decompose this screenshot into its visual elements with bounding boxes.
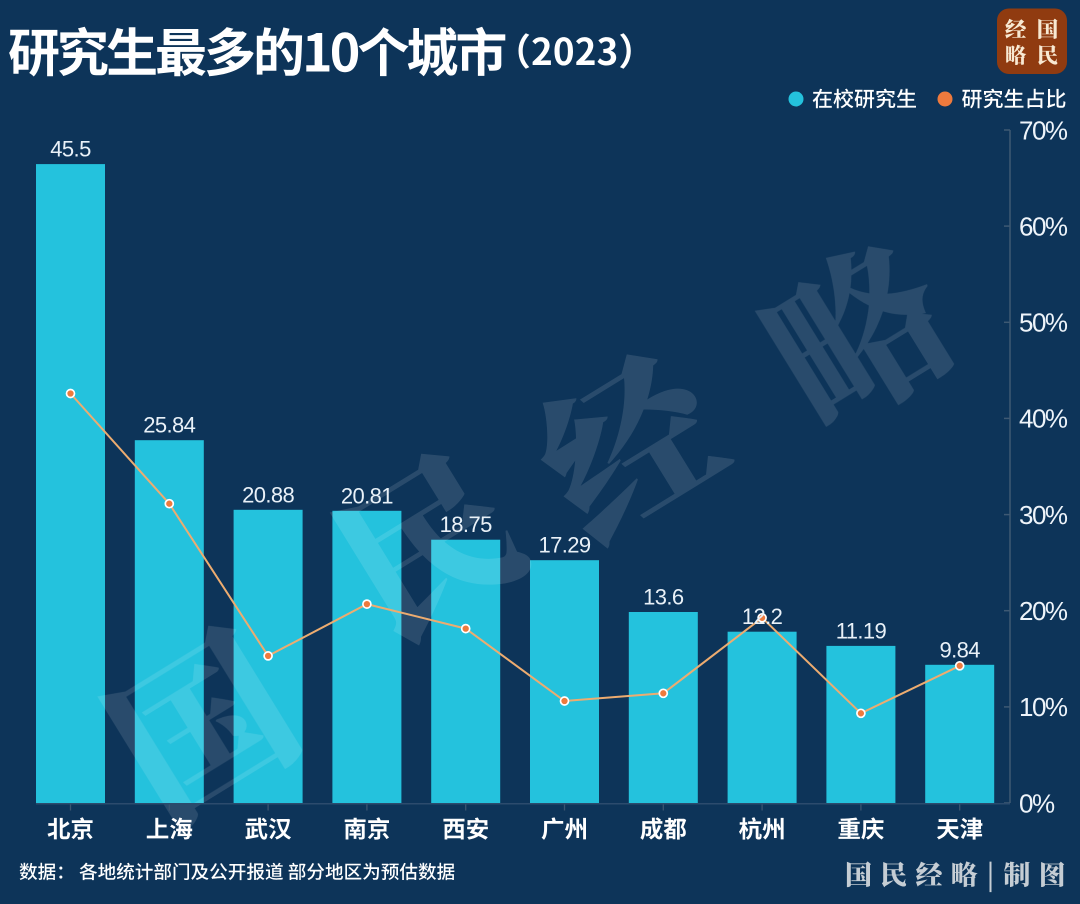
svg-text:45.5: 45.5 (50, 137, 91, 162)
svg-text:20.88: 20.88 (242, 482, 294, 507)
svg-text:0%: 0% (1019, 788, 1055, 818)
svg-text:9.84: 9.84 (939, 637, 980, 662)
svg-text:60%: 60% (1019, 211, 1068, 241)
svg-text:40%: 40% (1019, 404, 1068, 434)
svg-text:25.84: 25.84 (143, 413, 195, 438)
svg-text:10%: 10% (1019, 692, 1068, 722)
svg-text:13.6: 13.6 (643, 585, 684, 610)
svg-text:11.19: 11.19 (836, 618, 887, 643)
svg-text:18.75: 18.75 (440, 512, 492, 537)
svg-text:30%: 30% (1019, 500, 1068, 530)
svg-text:20%: 20% (1019, 596, 1068, 626)
svg-text:12.2: 12.2 (742, 604, 783, 629)
svg-text:50%: 50% (1019, 308, 1068, 338)
svg-text:70%: 70% (1019, 115, 1068, 145)
svg-text:20.81: 20.81 (341, 483, 393, 508)
svg-text:17.29: 17.29 (538, 533, 590, 558)
